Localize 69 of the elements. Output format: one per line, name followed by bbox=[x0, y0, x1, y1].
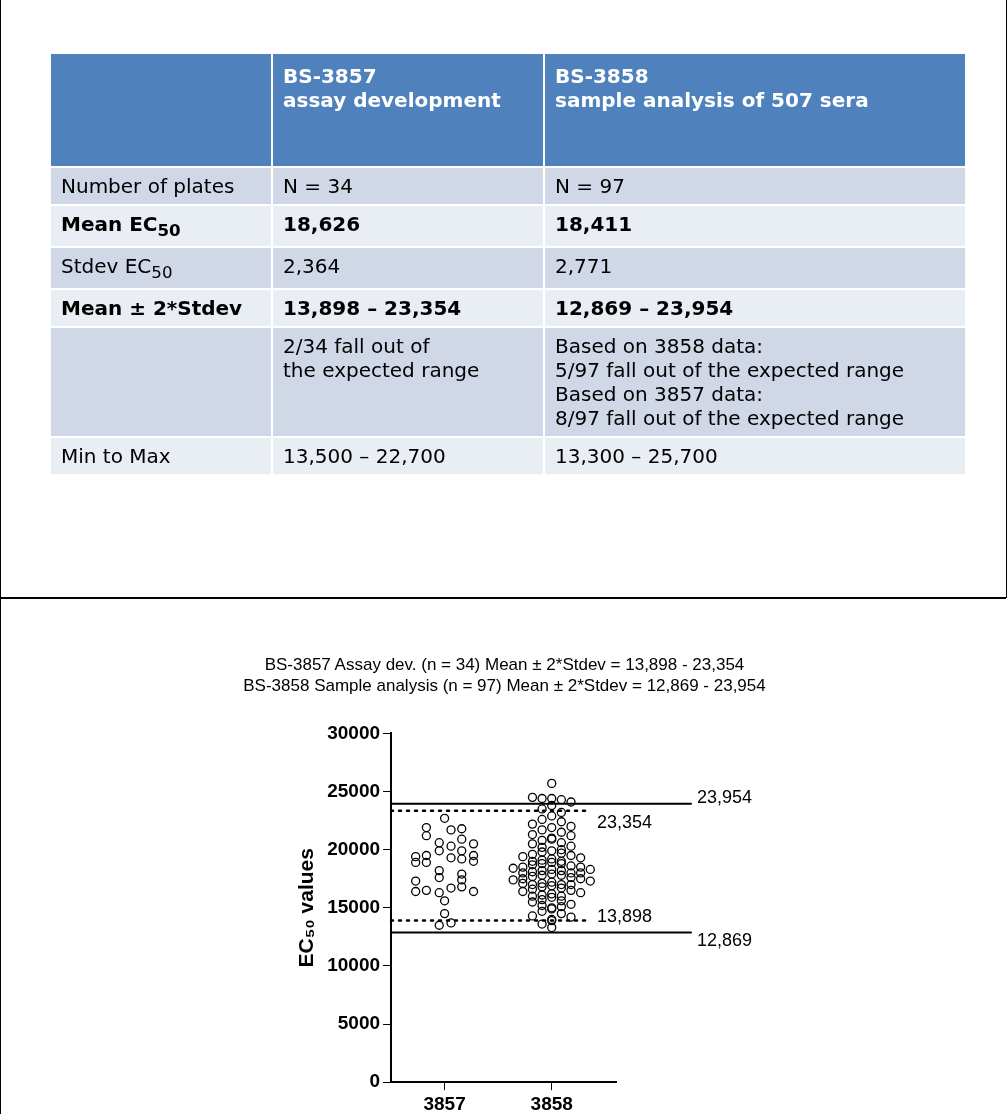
text: N = 34 bbox=[283, 174, 353, 198]
category-label: Mean EC$_{50}$ bbox=[61, 212, 181, 240]
point bbox=[457, 846, 467, 856]
text: 12,869 – 23,954 bbox=[555, 296, 734, 320]
text: 2,364 bbox=[283, 254, 341, 278]
text: 18,411 bbox=[555, 212, 633, 236]
text: 2,771 bbox=[555, 254, 613, 278]
category-label: Number of plates bbox=[61, 174, 235, 198]
category-label: Mean ± 2*Stdev bbox=[61, 296, 243, 320]
ref-line-label: 12,869 bbox=[697, 929, 753, 950]
point bbox=[446, 825, 456, 835]
point bbox=[421, 885, 432, 896]
y-tick-label: 25000 bbox=[327, 779, 381, 801]
point bbox=[457, 854, 467, 864]
point bbox=[446, 883, 456, 893]
point bbox=[439, 813, 450, 823]
point bbox=[434, 920, 444, 930]
text: 18,626 bbox=[283, 212, 361, 236]
point bbox=[411, 851, 421, 862]
text: Based on 3858 data: 5/97 fall out of the expected range Based on 3857 data: 8/97 fall out of the expected range bbox=[555, 334, 905, 430]
text: 2/34 fall out of the expected range bbox=[283, 334, 480, 382]
point bbox=[446, 841, 456, 851]
point bbox=[439, 908, 450, 919]
point bbox=[421, 850, 432, 861]
point bbox=[439, 896, 450, 906]
category-label: Min to Max bbox=[61, 444, 171, 468]
x-tick-label: 3857 bbox=[423, 1092, 466, 1114]
category-label: BS-3858 sample analysis of 507 sera bbox=[544, 53, 966, 167]
point bbox=[421, 857, 432, 868]
point bbox=[434, 838, 444, 848]
x-tick-label: 3858 bbox=[530, 1092, 573, 1114]
ref-line-label: 23,954 bbox=[697, 786, 753, 807]
point bbox=[411, 886, 421, 897]
text: N = 97 bbox=[555, 174, 625, 198]
point bbox=[457, 834, 467, 844]
ref-line-label: 23,354 bbox=[597, 811, 653, 832]
point bbox=[468, 850, 479, 861]
category-label: Stdev EC$_{50}$ bbox=[61, 254, 173, 282]
text: 13,300 – 25,700 bbox=[555, 444, 718, 468]
chart-subtitle: BS-3858 Sample analysis (n = 97) Mean ± 2*Stdev = 12,869 - 23,954 bbox=[242, 675, 767, 696]
point bbox=[468, 886, 479, 897]
text: 13,500 – 22,700 bbox=[283, 444, 446, 468]
point bbox=[434, 846, 444, 856]
point bbox=[434, 872, 444, 883]
y-tick-label: 15000 bbox=[327, 896, 381, 918]
point bbox=[457, 875, 467, 885]
y-tick-label: 10000 bbox=[327, 954, 381, 976]
point bbox=[457, 869, 467, 879]
point bbox=[434, 888, 444, 898]
category-label: BS-3857 assay development bbox=[272, 53, 544, 167]
point bbox=[457, 824, 467, 834]
chart-title: BS-3857 Assay dev. (n = 34) Mean ± 2*Stdev = 13,898 - 23,354 bbox=[263, 654, 746, 675]
point bbox=[421, 831, 432, 841]
y-tick-label: 0 bbox=[369, 1070, 381, 1092]
point bbox=[421, 822, 432, 833]
point bbox=[446, 918, 456, 928]
point bbox=[468, 856, 479, 866]
text: 13,898 – 23,354 bbox=[283, 296, 462, 320]
ref-line-label: 13,898 bbox=[597, 905, 653, 926]
point bbox=[446, 853, 456, 863]
point bbox=[468, 839, 479, 849]
point bbox=[411, 857, 421, 868]
y-tick-label: 30000 bbox=[327, 721, 381, 743]
point bbox=[457, 882, 467, 892]
point bbox=[434, 865, 444, 876]
point bbox=[411, 876, 421, 886]
y-tick-label: 20000 bbox=[327, 837, 381, 859]
y-axis-title: EC₅₀ values bbox=[294, 848, 318, 968]
y-tick-label: 5000 bbox=[337, 1012, 381, 1034]
